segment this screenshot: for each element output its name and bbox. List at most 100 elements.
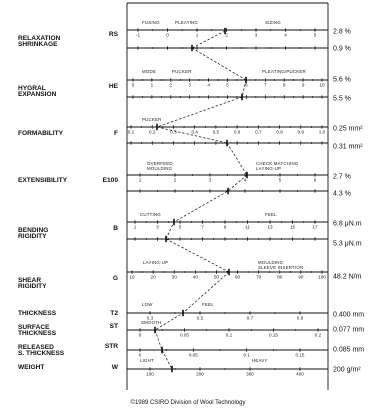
parameter-symbol: W — [112, 364, 119, 371]
tick-label: 1 — [134, 225, 137, 230]
tick-label: 2 — [170, 83, 173, 88]
tick-label: 7 — [201, 225, 204, 230]
tick-label: 0.3 — [147, 316, 154, 321]
tick-label: 0.9 — [298, 130, 305, 135]
tick-label: 20 — [151, 275, 157, 280]
parameter-label: THICKNESS — [18, 310, 57, 317]
tick-label: 4 — [284, 33, 287, 38]
fabric-profile-lines — [154, 27, 248, 373]
measured-value: 2.7 % — [333, 174, 351, 181]
tick-label: 0 — [132, 83, 135, 88]
measured-value: 0.31 mm² — [333, 144, 363, 151]
measured-value: 2.8 % — [333, 29, 351, 36]
tick-label: 0.3 — [170, 130, 177, 135]
parameter-label: BENDING — [18, 227, 48, 234]
scale-caption: SMOOTH — [141, 320, 161, 325]
measured-value: 6.8 μN.m — [333, 221, 362, 228]
tick-label: 80 — [277, 275, 283, 280]
scale-caption: SLEEVE INSERTION — [258, 265, 303, 270]
tick-label: 8 — [283, 83, 286, 88]
tick-label: 300 — [246, 372, 254, 377]
tick-label: 7 — [264, 83, 267, 88]
tick-label: 10 — [319, 83, 325, 88]
tick-label: 0 — [139, 333, 142, 338]
tick-label: 0.05 — [189, 353, 198, 358]
tick-label: 3 — [156, 225, 159, 230]
tick-label: 0.05 — [180, 333, 189, 338]
tick-label: 1 — [196, 33, 199, 38]
parameter-symbol: T2 — [110, 310, 118, 317]
measured-value: 0.077 mm — [333, 327, 364, 334]
tick-label: 0.5 — [197, 316, 204, 321]
scale-caption: CHECK MATCHING — [256, 161, 299, 166]
copyright-footer: ©1989 CSIRO Division of Wool Technology — [131, 399, 246, 406]
parameter-label: RELAXATION — [18, 35, 61, 42]
scale-caption: LIGHT — [140, 358, 154, 363]
tick-label: 0.5 — [213, 130, 220, 135]
tick-label: 0 — [166, 33, 169, 38]
scale-caption: HEAVY — [252, 358, 268, 363]
tick-label: 4 — [207, 83, 210, 88]
parameter-label: THICKNESS — [18, 330, 57, 337]
tick-label: 50 — [214, 275, 220, 280]
tick-label: 0.7 — [247, 316, 254, 321]
tick-label: 9 — [224, 225, 227, 230]
tick-label: 3 — [209, 178, 212, 183]
scale-caption: FUSING — [142, 20, 160, 25]
scale-caption: PUCKER — [172, 69, 192, 74]
measured-value: 48.2 N/m — [333, 274, 362, 281]
parameter-symbol: STR — [105, 343, 118, 350]
tick-label: 11 — [245, 225, 250, 230]
parameter-label: FORMABILITY — [18, 130, 64, 137]
tick-label: 15 — [290, 225, 296, 230]
parameter-label: S. THICKNESS — [18, 350, 65, 357]
tick-label: 0.8 — [276, 130, 283, 135]
measured-value: 5.3 μN.m — [333, 241, 362, 248]
tick-label: 13 — [267, 225, 273, 230]
tick-label: 6 — [314, 178, 317, 183]
tick-label: 3 — [255, 33, 258, 38]
parameter-symbol: B — [113, 225, 118, 232]
tick-label: 2 — [225, 33, 228, 38]
scale-caption: CUTTING — [140, 212, 161, 217]
scale-caption: FEEL — [265, 212, 277, 217]
measured-value: 5.6 % — [333, 77, 351, 84]
measured-value: 0.25 mm² — [333, 126, 363, 133]
parameter-label: EXTENSIBILITY — [18, 177, 68, 184]
tick-label: 5 — [314, 33, 317, 38]
measured-value: 4.3 % — [333, 191, 351, 198]
tick-label: 0.1 — [226, 333, 233, 338]
tick-label: 0.1 — [128, 130, 135, 135]
parameter-label: RELEASED — [18, 344, 54, 351]
tick-label: 70 — [256, 275, 262, 280]
scale-caption: MOULDING — [258, 260, 284, 265]
measured-value: 0.400 mm — [333, 312, 364, 319]
measured-value: 0.9 % — [333, 46, 351, 53]
tick-label: 0.6 — [234, 130, 241, 135]
tick-label: 5 — [279, 178, 282, 183]
tick-label: -1 — [136, 33, 141, 38]
tick-label: 1 — [139, 178, 142, 183]
tick-label: 2 — [174, 178, 177, 183]
measured-value: 0.085 mm — [333, 347, 364, 354]
tick-label: 6 — [245, 83, 248, 88]
tick-label: 0.15 — [269, 333, 278, 338]
scale-caption: LOW — [142, 302, 153, 307]
scale-caption: MODE — [142, 69, 156, 74]
scale-caption: OVERFEED — [147, 161, 173, 166]
tick-label: 0.1 — [243, 353, 250, 358]
tick-label: 10 — [129, 275, 135, 280]
tick-label: 9 — [302, 83, 305, 88]
tick-label: 4 — [244, 178, 247, 183]
tick-label: 5 — [179, 225, 182, 230]
scale-caption: MOULDING — [147, 166, 173, 171]
tick-label: 0.4 — [191, 130, 198, 135]
scale-caption: PLEATING — [175, 20, 198, 25]
tick-label: 30 — [172, 275, 178, 280]
tick-label: 1 — [151, 83, 154, 88]
